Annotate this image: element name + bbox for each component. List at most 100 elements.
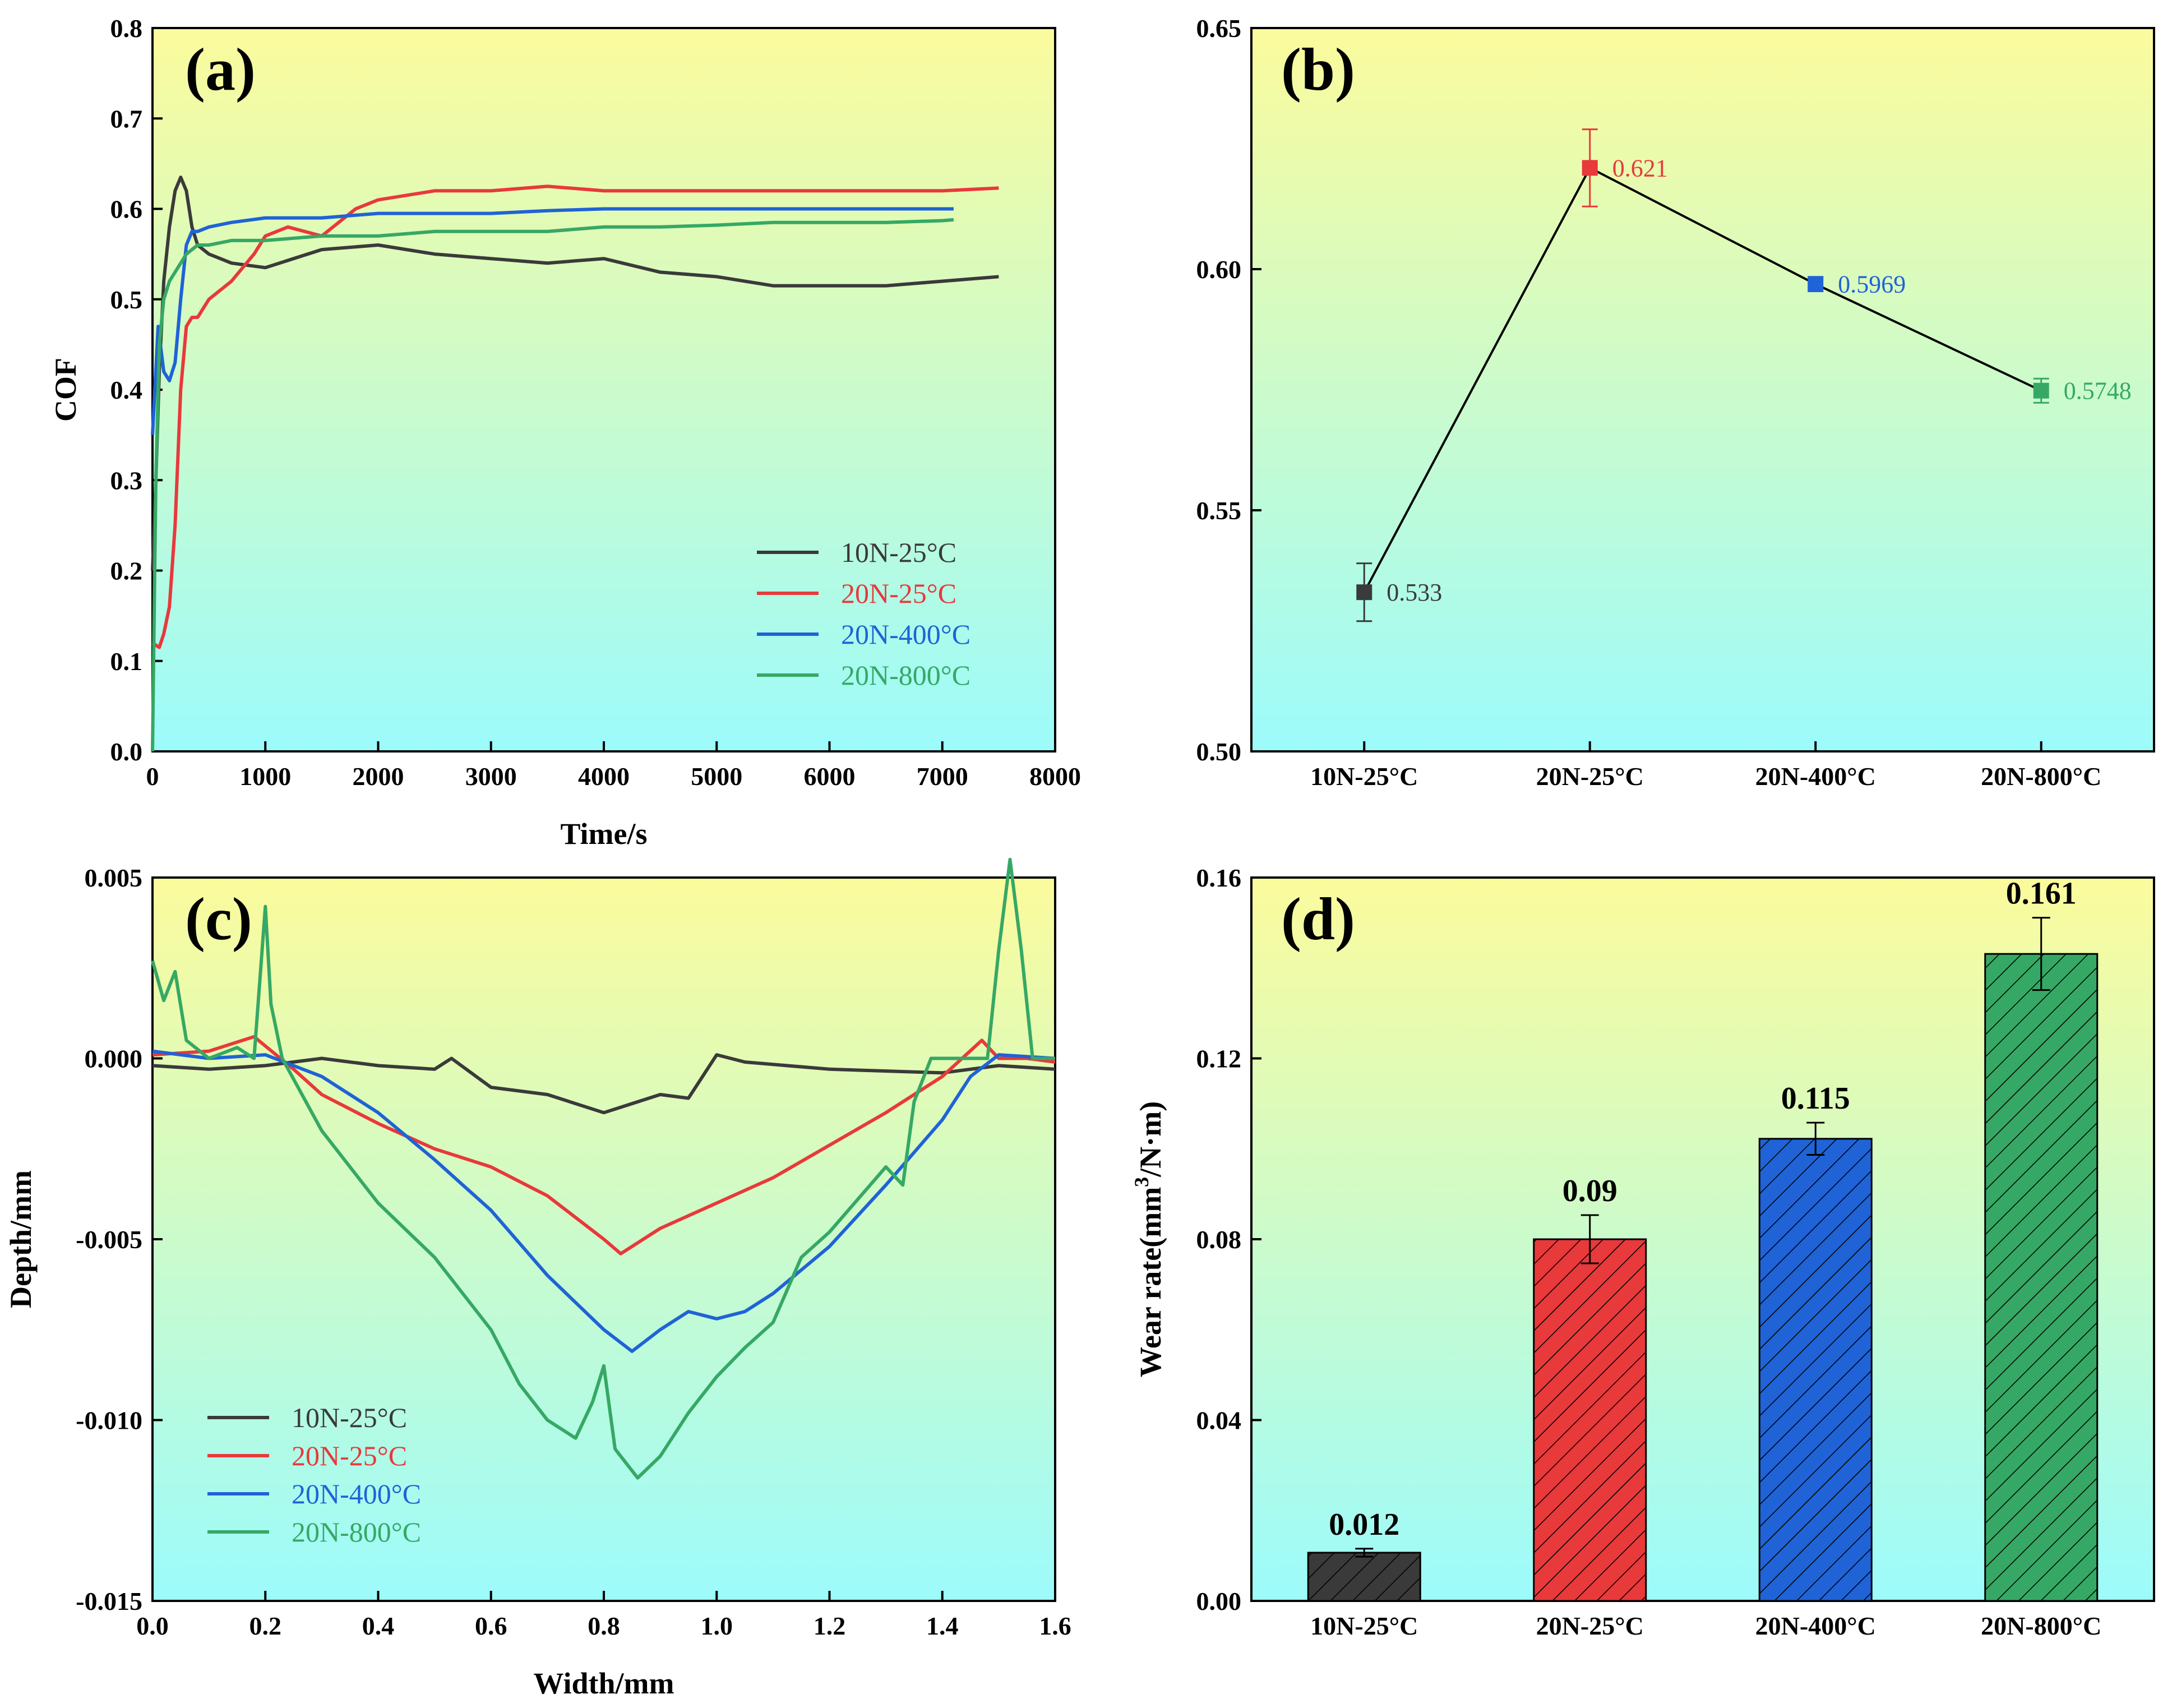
panel-d-xtick-label: 20N-800°C — [1981, 1612, 2101, 1640]
panel-b-value-label: 0.533 — [1386, 579, 1442, 606]
panel-b-xtick-label: 20N-25°C — [1536, 762, 1644, 791]
panel-c-legend-label: 10N-25°C — [292, 1402, 407, 1433]
panel-c-ytick-label: 0.000 — [85, 1045, 143, 1073]
panel-b-plot-bg — [1250, 27, 2155, 753]
panel-b-point — [1808, 276, 1824, 292]
panel-c-xtick-label: 1.0 — [701, 1612, 733, 1640]
panel-a-xlabel: Time/s — [560, 817, 647, 851]
panel-a-xtick-label: 5000 — [691, 762, 742, 791]
panel-a-xtick-label: 3000 — [465, 762, 517, 791]
panel-c-ytick-label: -0.010 — [76, 1406, 142, 1435]
panel-c-xtick-label: 1.4 — [926, 1612, 959, 1640]
panel-a-legend-label: 20N-800°C — [841, 659, 970, 691]
panel-b-ytick-label: 0.50 — [1196, 737, 1242, 766]
panel-d: 10N-25°C 20N-25°C 20N-400°C 20N-800°C 0.00 0.… — [1130, 864, 2155, 1640]
panel-a-ylabel: COF — [49, 358, 82, 422]
panel-d-bar — [1758, 1138, 1873, 1602]
panel-b-axes: 10N-25°C 20N-25°C 20N-400°C 20N-800°C 0.50 0.… — [1196, 14, 2102, 791]
panel-b-value-label: 0.5748 — [2064, 377, 2132, 405]
panel-d-value-label: 0.012 — [1329, 1507, 1399, 1542]
panel-a-ytick-label: 0.7 — [110, 104, 143, 133]
panel-c-xtick-label: 0.4 — [362, 1612, 395, 1640]
panel-a-ytick-label: 0.0 — [110, 737, 143, 766]
panel-a-ytick-label: 0.2 — [110, 557, 143, 585]
panel-a-xtick-label: 6000 — [804, 762, 856, 791]
panel-a-xtick-label: 8000 — [1029, 762, 1081, 791]
panel-a-label: (a) — [185, 36, 256, 103]
panel-d-label: (d) — [1281, 886, 1355, 953]
panel-a-series-line-1 — [151, 184, 999, 649]
panel-c-legend-label: 20N-800°C — [292, 1516, 421, 1548]
panel-b-point — [2033, 382, 2049, 399]
panel-a-ytick-label: 0.1 — [110, 647, 143, 676]
panel-a-series-line-3 — [151, 218, 954, 752]
panel-c-xtick-label: 0.6 — [475, 1612, 507, 1640]
panel-a-series — [151, 176, 999, 752]
panel-d-xtick-label: 10N-25°C — [1310, 1612, 1418, 1640]
panel-a-plot-bg — [151, 27, 1056, 753]
panel-c-legend-label: 20N-25°C — [292, 1440, 407, 1471]
panel-b-point — [1582, 160, 1598, 176]
panel-c: 0.0 0.2 0.4 0.6 0.8 1.0 1.2 1.4 1.6 -0.015 -0.010 -… — [4, 857, 1071, 1700]
panel-b-value-label: 0.5969 — [1838, 271, 1906, 298]
panel-c-xtick-label: 0.2 — [249, 1612, 282, 1640]
panel-a-xtick-label: 7000 — [917, 762, 968, 791]
panel-a-xtick-label: 0 — [146, 762, 159, 791]
panel-a-xtick-label: 4000 — [578, 762, 630, 791]
panel-a-series-line-0 — [151, 176, 999, 571]
panel-a-ytick-label: 0.5 — [110, 285, 143, 314]
panel-d-ytick-label: 0.16 — [1196, 864, 1242, 892]
panel-c-xtick-label: 0.8 — [588, 1612, 620, 1640]
panel-d-bar — [1307, 1552, 1421, 1602]
panel-d-ylabel-tail: /N·m) — [1134, 1101, 1167, 1178]
panel-b-xtick-label: 20N-800°C — [1981, 762, 2101, 791]
panel-d-ytick-label: 0.00 — [1196, 1587, 1242, 1615]
panel-c-series-line-1 — [152, 1035, 1056, 1255]
panel-d-value-label: 0.115 — [1781, 1081, 1850, 1116]
panel-c-ytick-label: 0.005 — [85, 864, 143, 892]
panel-a-legend-label: 10N-25°C — [841, 537, 956, 568]
panel-b-series: 0.533 0.621 0.5969 0.5748 — [1356, 128, 2132, 622]
panel-c-xlabel: Width/mm — [533, 1667, 674, 1700]
panel-b-xtick-label: 20N-400°C — [1755, 762, 1876, 791]
panel-c-series-line-0 — [152, 1053, 1056, 1115]
panel-d-ytick-label: 0.12 — [1196, 1045, 1242, 1073]
panel-d-bar — [1984, 953, 2099, 1602]
panel-a-axes: 0 1000 2000 3000 4000 5000 6000 7000 8000 0.0 0.1 0… — [110, 14, 1082, 791]
panel-c-axes: 0.0 0.2 0.4 0.6 0.8 1.0 1.2 1.4 1.6 -0.015 -0.010 -… — [76, 864, 1071, 1640]
panel-c-label: (c) — [185, 886, 252, 953]
panel-b-label: (b) — [1281, 36, 1355, 103]
panel-b-value-label: 0.621 — [1612, 154, 1668, 182]
panel-a-xtick-label: 2000 — [353, 762, 404, 791]
panel-a-legend-label: 20N-400°C — [841, 618, 970, 650]
panel-c-xtick-label: 1.6 — [1039, 1612, 1071, 1640]
panel-d-value-label: 0.09 — [1563, 1174, 1617, 1208]
panel-b-xtick-label: 10N-25°C — [1310, 762, 1418, 791]
panel-d-ylabel-main: Wear rate(mm — [1134, 1187, 1167, 1377]
panel-b-point — [1356, 584, 1372, 601]
panel-c-legend-label: 20N-400°C — [292, 1478, 421, 1509]
panel-a-xtick-label: 1000 — [239, 762, 291, 791]
panel-a-legend: 10N-25°C 20N-25°C 20N-400°C 20N-800°C — [757, 537, 970, 691]
panel-a: 0 1000 2000 3000 4000 5000 6000 7000 8000 0.0 0.1 0… — [49, 14, 1081, 851]
panel-d-value-label: 0.161 — [2006, 876, 2077, 911]
panel-d-ylabel: Wear rate(mm3/N·m) — [1130, 1101, 1167, 1377]
panel-c-series-line-3 — [151, 857, 1055, 1480]
panel-c-legend: 10N-25°C 20N-25°C 20N-400°C 20N-800°C — [207, 1402, 421, 1548]
panel-a-ytick-label: 0.8 — [110, 14, 143, 43]
panel-c-ylabel: Depth/mm — [4, 1170, 38, 1308]
panel-b-ytick-label: 0.60 — [1196, 255, 1242, 284]
panel-b-ytick-label: 0.55 — [1196, 496, 1242, 525]
panel-b: 10N-25°C 20N-25°C 20N-400°C 20N-800°C 0.50 0.… — [1196, 14, 2155, 791]
panel-a-ytick-label: 0.3 — [110, 466, 143, 495]
panel-c-series — [151, 857, 1056, 1480]
panel-d-xtick-label: 20N-25°C — [1536, 1612, 1644, 1640]
panel-b-connect-line — [1363, 166, 2042, 593]
panel-d-bars: 0.012 0.09 0.115 0.161 — [1307, 876, 2099, 1602]
panel-d-ytick-label: 0.08 — [1196, 1225, 1242, 1254]
panel-c-ytick-label: -0.015 — [76, 1587, 142, 1615]
panel-d-bar — [1533, 1238, 1647, 1602]
panel-a-ytick-label: 0.6 — [110, 195, 143, 224]
panel-d-ytick-label: 0.04 — [1196, 1406, 1242, 1435]
